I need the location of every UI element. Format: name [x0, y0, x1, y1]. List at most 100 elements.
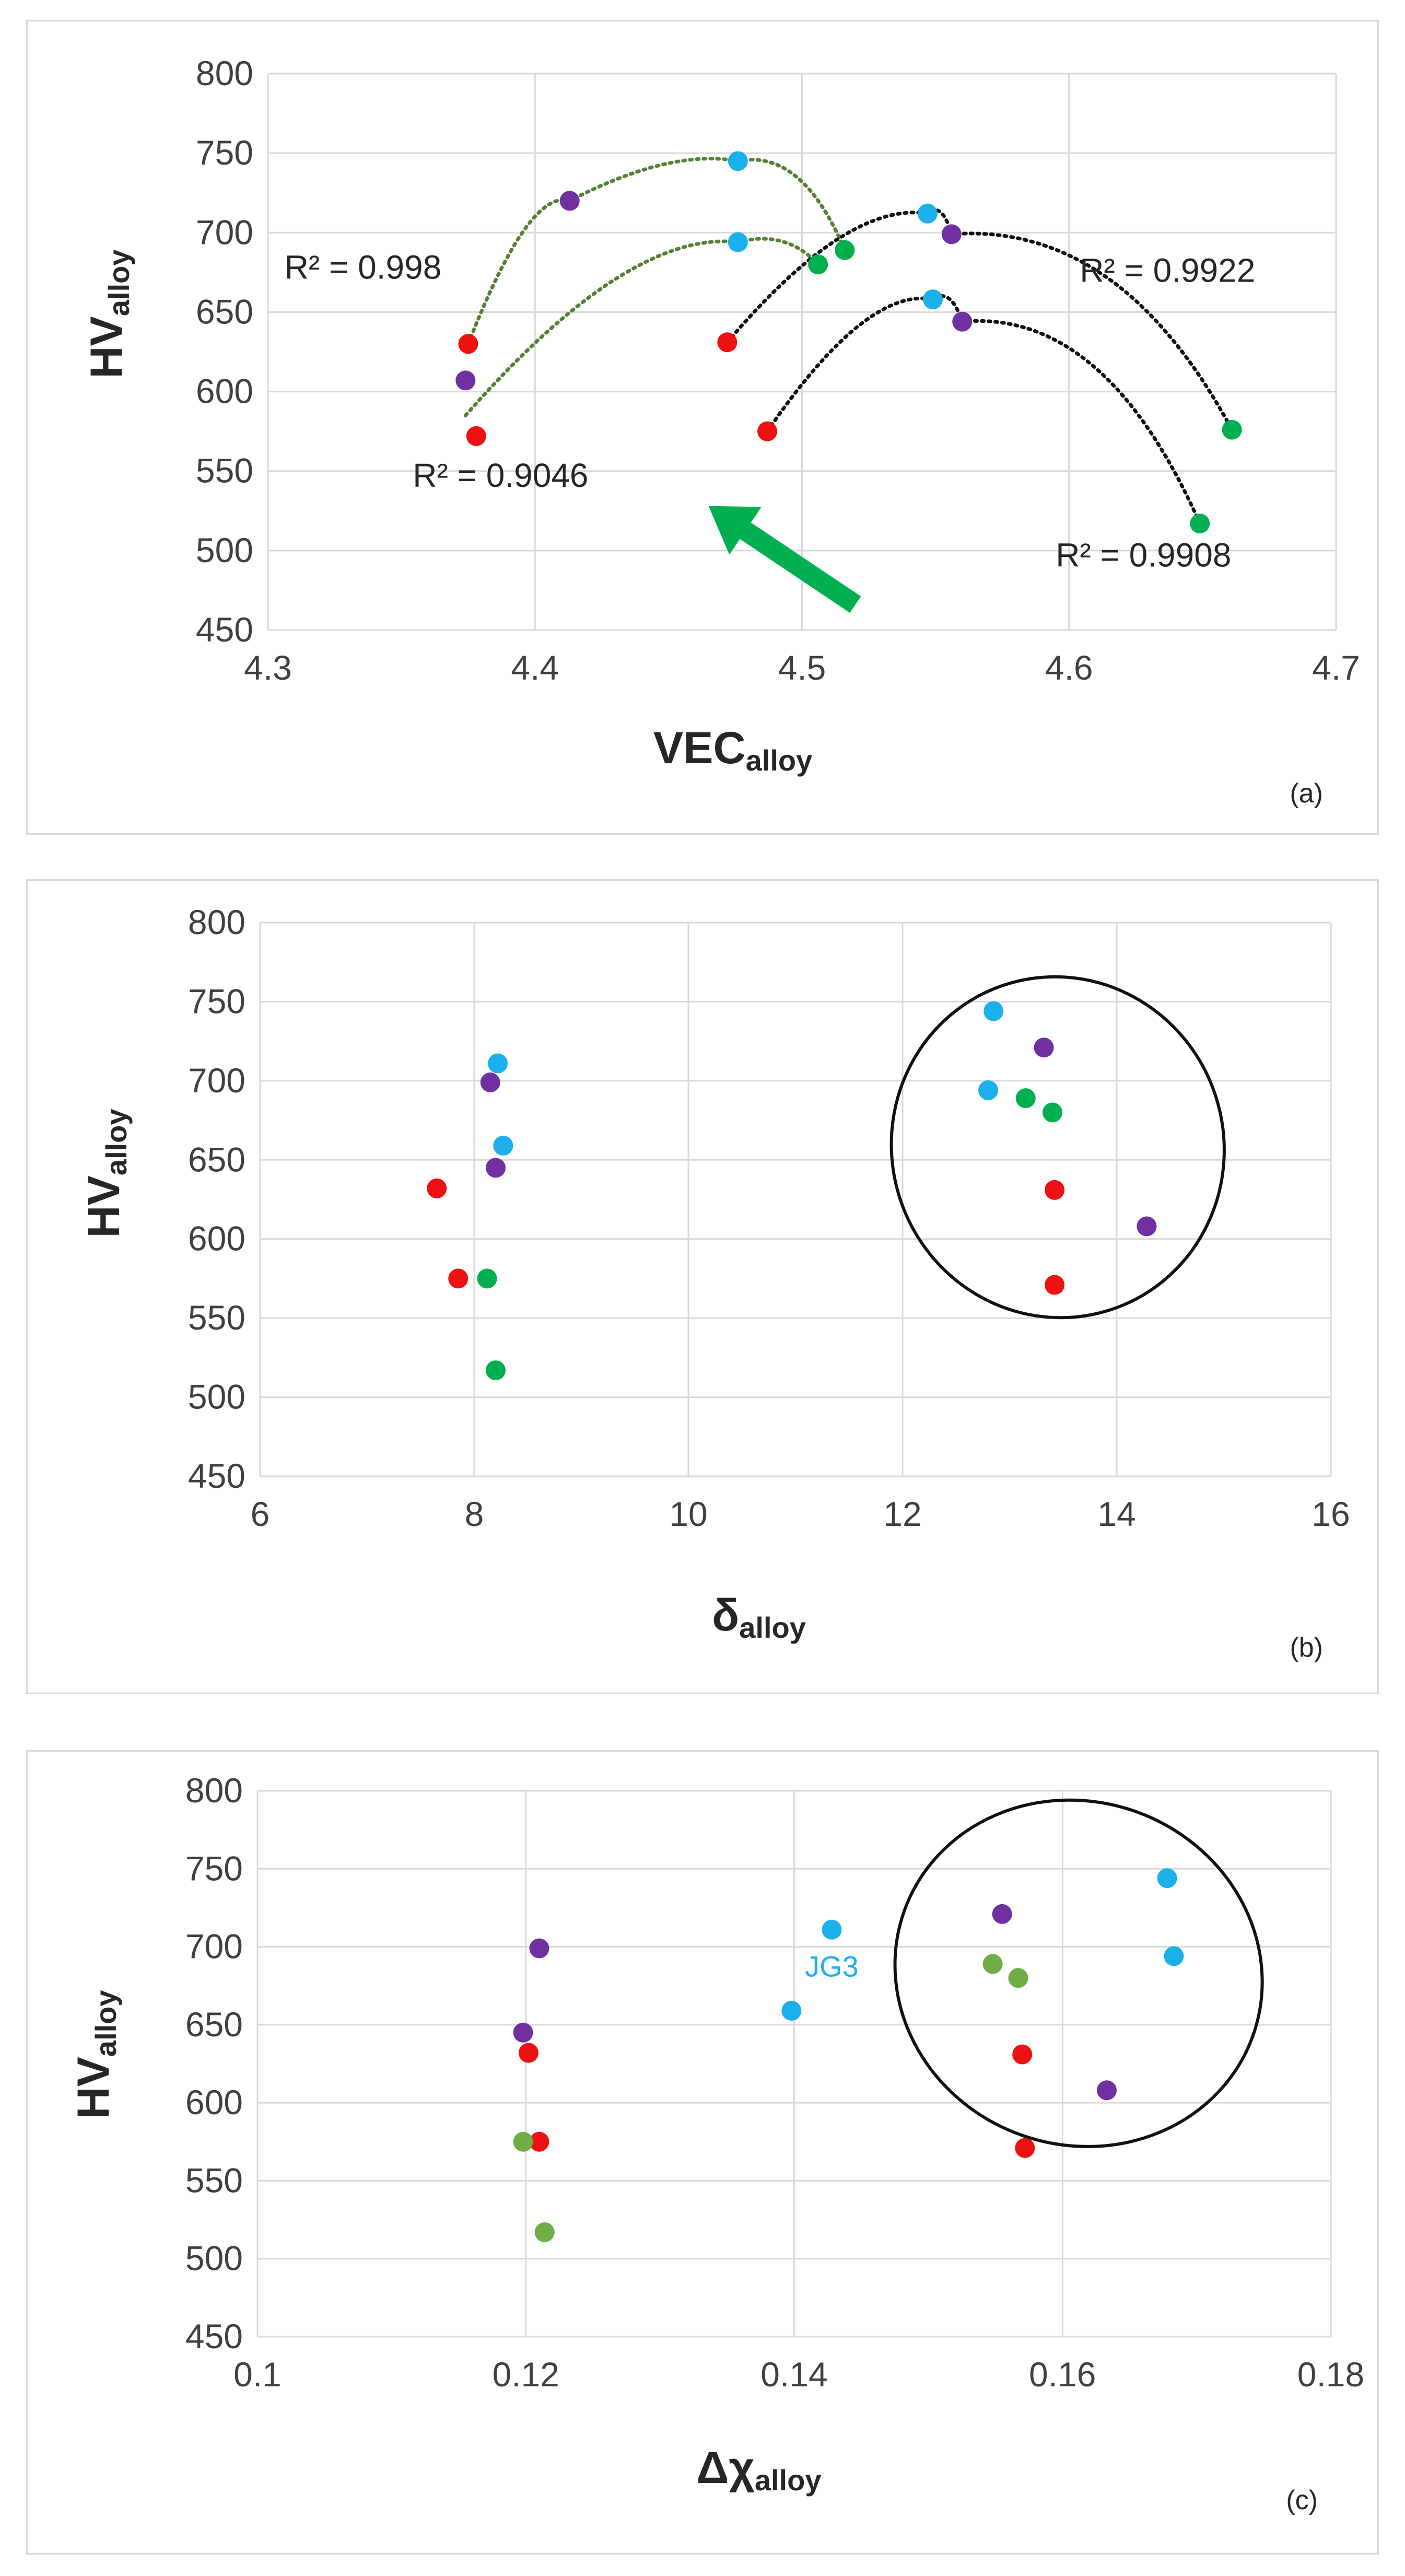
data-point	[466, 426, 486, 446]
chart-b-ylabel: HValloy	[79, 1109, 133, 1238]
y-tick-label: 550	[188, 1298, 245, 1337]
y-tick-label: 600	[196, 372, 253, 411]
x-tick-label: 0.12	[493, 2355, 559, 2394]
data-point	[1012, 2044, 1033, 2065]
r-squared-label: R² = 0.998	[285, 249, 442, 286]
chart-panel-a: R² = 0.998 R² = 0.9046 R² = 0.9922 R² = 0.9…	[26, 20, 1379, 835]
x-tick-label: 10	[669, 1495, 707, 1533]
data-point	[952, 311, 973, 332]
chart-a-ticks: 450 500 550 600 650 700 750 800 4.3 4.4 4.5 4.6 4.7	[196, 54, 1360, 687]
data-point	[941, 224, 962, 244]
data-point	[477, 1268, 497, 1289]
chart-c-panel-label: (c)	[1286, 2485, 1318, 2515]
data-point	[1043, 1102, 1062, 1123]
chart-panel-c: JG3 450 500 550 600 650 700 750 800 0.1 0.12 0.14 0…	[26, 1750, 1379, 2555]
data-point	[1137, 1216, 1157, 1237]
x-tick-label: 0.14	[760, 2355, 827, 2394]
data-point	[529, 2131, 549, 2152]
data-point	[513, 2131, 533, 2152]
x-tick-label: 4.7	[1312, 648, 1360, 687]
arrow-shaft	[740, 522, 861, 613]
point-label: JG3	[805, 1950, 859, 1983]
trendline	[765, 294, 1202, 526]
data-point	[1222, 419, 1242, 440]
chart-a-xlabel: VECalloy	[653, 723, 812, 777]
data-point	[518, 2043, 538, 2063]
data-point	[982, 1954, 1003, 1974]
y-tick-label: 750	[188, 982, 245, 1020]
chart-c-ticks: 450 500 550 600 650 700 750 800 0.1 0.12 0.14 0.16 0…	[185, 1771, 1364, 2394]
y-tick-label: 550	[196, 451, 253, 490]
y-tick-label: 700	[185, 1927, 243, 1966]
y-tick-label: 750	[196, 133, 253, 172]
trendline	[466, 157, 847, 346]
y-tick-label: 800	[196, 54, 253, 92]
chart-b-xlabel: δalloy	[712, 1590, 806, 1644]
y-tick-label: 650	[196, 292, 253, 331]
r-squared-label: R² = 0.9908	[1056, 536, 1231, 574]
y-tick-label: 650	[185, 2005, 243, 2044]
y-tick-label: 450	[196, 610, 253, 649]
data-point	[1015, 2138, 1035, 2158]
y-tick-label: 750	[185, 1849, 243, 1887]
data-point	[917, 203, 938, 224]
data-point	[757, 421, 778, 441]
y-tick-label: 650	[188, 1140, 245, 1179]
chart-a-panel-label: (a)	[1290, 778, 1323, 809]
r-squared-label: R² = 0.9922	[1080, 252, 1255, 289]
x-tick-label: 4.5	[778, 648, 826, 687]
x-tick-label: 0.18	[1297, 2355, 1364, 2394]
chart-b-ticks: 450 500 550 600 650 700 750 800 6 8 10 12 14 16	[188, 903, 1350, 1533]
data-point	[529, 1938, 549, 1959]
y-tick-label: 450	[188, 1456, 245, 1495]
trendline	[725, 208, 1234, 432]
chart-a-ylabel: HValloy	[81, 249, 135, 378]
chart-c-grid	[256, 1790, 1332, 2338]
data-point	[1034, 1038, 1054, 1058]
x-tick-label: 0.1	[233, 2355, 282, 2394]
trendline	[463, 237, 820, 417]
y-tick-label: 800	[188, 903, 245, 941]
data-point	[486, 1360, 506, 1381]
data-point	[1045, 1275, 1065, 1295]
data-point	[488, 1053, 508, 1074]
data-point	[534, 2222, 555, 2242]
chart-a-trendlines	[463, 157, 1234, 526]
data-point	[448, 1268, 469, 1289]
data-point	[1045, 1180, 1065, 1200]
y-tick-label: 500	[188, 1378, 245, 1416]
y-tick-label: 700	[196, 213, 253, 251]
y-tick-label: 800	[185, 1771, 243, 1810]
data-point	[486, 1158, 506, 1178]
chart-b-points	[427, 1001, 1157, 1381]
data-point	[1190, 514, 1210, 534]
data-point	[1015, 1088, 1036, 1109]
data-point	[983, 1001, 1004, 1021]
x-tick-label: 4.6	[1045, 648, 1093, 687]
chart-a-annotations: R² = 0.998 R² = 0.9046 R² = 0.9922 R² = 0.9…	[285, 249, 1255, 613]
y-tick-label: 600	[185, 2083, 243, 2122]
y-tick-label: 450	[185, 2317, 243, 2356]
chart-b-annotations	[889, 975, 1226, 1320]
x-tick-label: 8	[465, 1495, 484, 1533]
data-point	[455, 370, 476, 391]
chart-c-xlabel: Δχalloy	[697, 2443, 822, 2497]
data-point	[1097, 2080, 1117, 2101]
y-tick-label: 700	[188, 1061, 245, 1100]
data-point	[822, 1919, 842, 1940]
data-point	[992, 1904, 1012, 1924]
data-point	[781, 2000, 802, 2021]
x-tick-label: 16	[1312, 1495, 1350, 1533]
data-point	[427, 1178, 447, 1198]
data-point	[717, 332, 737, 353]
y-tick-label: 500	[185, 2239, 243, 2278]
y-tick-label: 550	[185, 2161, 243, 2199]
chart-a-grid	[267, 73, 1337, 631]
chart-a-points	[455, 151, 1242, 534]
x-tick-label: 4.4	[511, 648, 559, 687]
x-tick-label: 0.16	[1029, 2355, 1096, 2394]
chart-c-ylabel: HValloy	[68, 1990, 122, 2119]
data-point	[728, 151, 748, 171]
data-point	[1157, 1868, 1177, 1889]
x-tick-label: 4.3	[244, 648, 292, 687]
